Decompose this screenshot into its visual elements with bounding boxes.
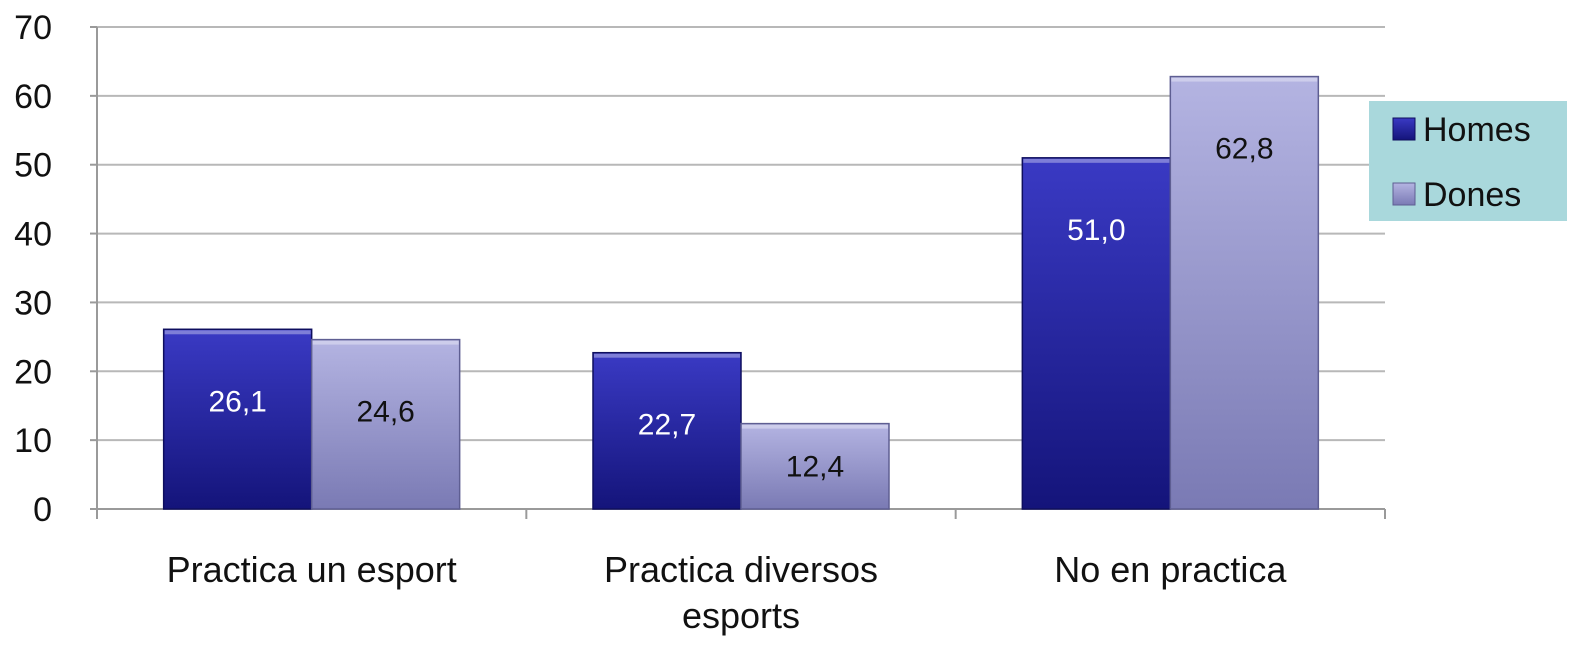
bar-highlight xyxy=(164,330,311,335)
data-label-dones: 24,6 xyxy=(356,396,414,429)
x-axis-labels: Practica un esport Practica diversos espor… xyxy=(167,549,1288,636)
bar-highlight xyxy=(312,340,459,345)
y-tick-label: 0 xyxy=(33,491,52,529)
bar-dones-3 xyxy=(1169,75,1320,510)
y-tick-label: 70 xyxy=(14,9,52,47)
legend-label-homes: Homes xyxy=(1423,111,1531,149)
bar-homes-1 xyxy=(162,328,313,510)
y-tick-label: 50 xyxy=(14,147,52,185)
data-label-homes: 22,7 xyxy=(638,409,696,442)
bar-homes-3 xyxy=(1021,157,1172,510)
bars: 26,1 24,6 22,7 12,4 51,0 62,8 xyxy=(162,75,1320,510)
data-label-dones: 12,4 xyxy=(786,450,844,483)
y-axis-ticks: 0 10 20 30 40 50 60 70 xyxy=(14,9,52,529)
data-label-dones: 62,8 xyxy=(1215,133,1273,166)
x-category-label: Practica un esport xyxy=(167,549,457,590)
bar-highlight xyxy=(594,353,740,358)
bar-dones-1 xyxy=(310,338,461,510)
y-tick-label: 30 xyxy=(14,284,52,322)
y-tick-label: 20 xyxy=(14,353,52,391)
data-label-homes: 26,1 xyxy=(208,385,266,418)
legend: Homes Dones xyxy=(1369,101,1567,221)
legend-swatch-homes xyxy=(1392,117,1416,141)
data-label-homes: 51,0 xyxy=(1067,214,1125,247)
y-tick-label: 10 xyxy=(14,422,52,460)
x-category-label: esports xyxy=(682,595,800,636)
legend-swatch-dones xyxy=(1392,182,1416,206)
x-category-label: Practica diversos xyxy=(604,549,878,590)
y-tick-label: 60 xyxy=(14,78,52,116)
bar-highlight xyxy=(1171,77,1318,82)
bar-highlight xyxy=(1023,158,1170,163)
legend-label-dones: Dones xyxy=(1423,176,1521,214)
bar-highlight xyxy=(742,424,888,429)
bar-dones-2 xyxy=(740,422,890,510)
y-tick-label: 40 xyxy=(14,216,52,254)
x-category-label: No en practica xyxy=(1054,549,1287,590)
